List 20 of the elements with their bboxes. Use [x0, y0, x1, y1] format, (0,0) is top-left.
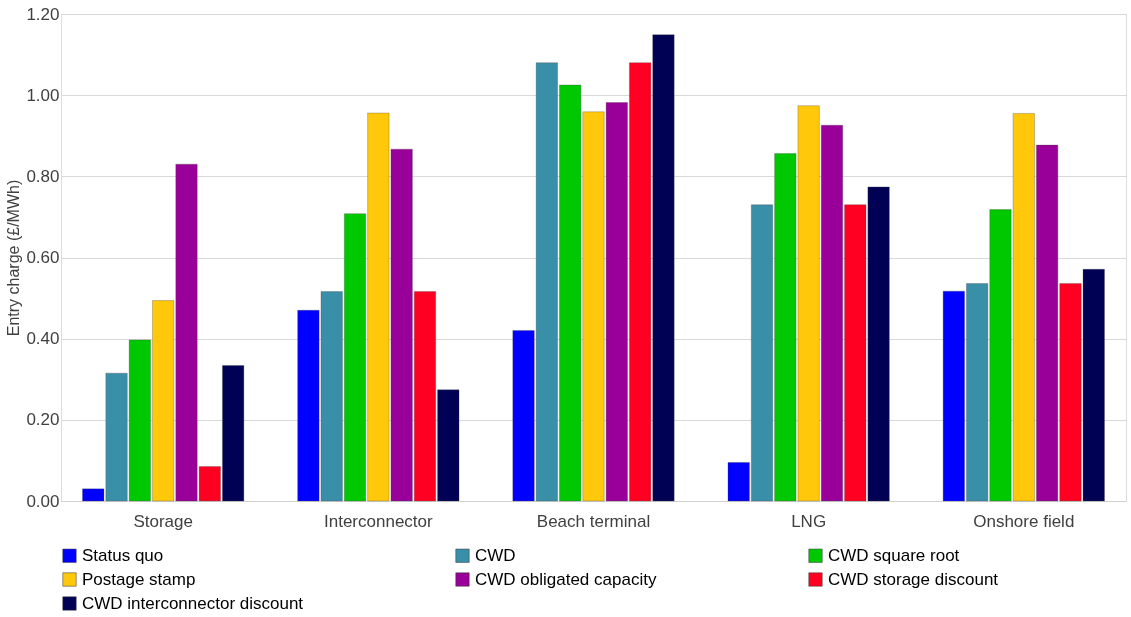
- legend-label: Postage stamp: [82, 569, 196, 589]
- x-tick-label: Beach terminal: [536, 511, 651, 531]
- x-tick-label: Storage: [133, 511, 193, 531]
- x-tick-label: Onshore field: [973, 511, 1075, 531]
- legend-label: Status quo: [82, 545, 164, 565]
- x-tick-label: Interconnector: [324, 511, 434, 531]
- y-tick-label: 0.60: [26, 248, 60, 267]
- y-tick-label: 1.00: [26, 85, 60, 105]
- legend-label: CWD storage discount: [828, 569, 999, 589]
- y-tick-label: 1.20: [26, 4, 60, 24]
- y-tick-label: 0.80: [26, 166, 60, 186]
- x-tick-label: LNG: [791, 511, 827, 531]
- y-tick-label: 0.40: [26, 329, 60, 349]
- y-tick-label: 0.00: [26, 491, 60, 511]
- legend-label: CWD interconnector discount: [82, 593, 304, 613]
- legend-label: CWD obligated capacity: [475, 569, 657, 589]
- legend-label: CWD: [475, 545, 516, 565]
- y-axis-title: Entry charge (£/MWh): [5, 179, 23, 337]
- y-tick-label: 0.20: [26, 410, 60, 430]
- legend-label: CWD square root: [828, 545, 960, 565]
